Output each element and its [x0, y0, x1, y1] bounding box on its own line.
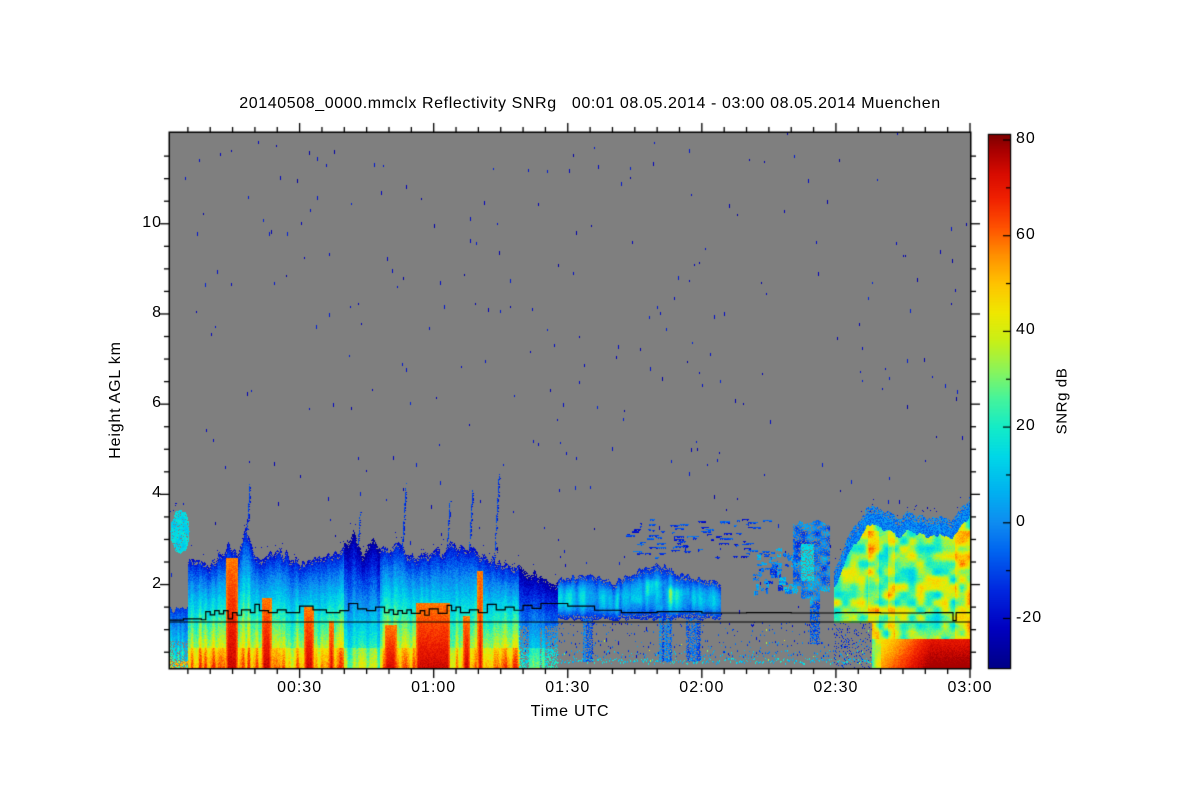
x-tick-label: 03:00: [947, 679, 993, 696]
colorbar-tick-label: 80: [1016, 130, 1036, 147]
x-tick-label: 01:00: [411, 679, 457, 696]
colorbar-tick-label: 40: [1016, 321, 1036, 339]
x-tick-label: 00:30: [277, 679, 323, 696]
colorbar-tick-label: 60: [1016, 225, 1036, 243]
x-tick-label: 01:30: [545, 679, 591, 696]
y-tick-label: 8: [152, 303, 162, 321]
y-tick-label: 6: [152, 394, 162, 412]
x-axis-label: Time UTC: [530, 703, 610, 720]
y-tick-label: 4: [152, 484, 162, 502]
chart-title: 20140508_0000.mmclx Reflectivity SNRg 00…: [239, 95, 941, 112]
x-tick-label: 02:00: [679, 679, 725, 696]
y-tick-label: 10: [142, 213, 162, 231]
x-tick-label: 02:30: [813, 679, 859, 696]
y-tick-label: 2: [152, 574, 162, 592]
colorbar-tick-label: 0: [1016, 512, 1026, 530]
colorbar-tick-label: -20: [1016, 608, 1043, 626]
colorbar-tick-label: 20: [1016, 417, 1036, 435]
